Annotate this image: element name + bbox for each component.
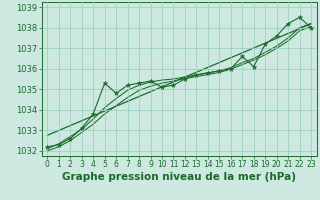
X-axis label: Graphe pression niveau de la mer (hPa): Graphe pression niveau de la mer (hPa) (62, 172, 296, 182)
